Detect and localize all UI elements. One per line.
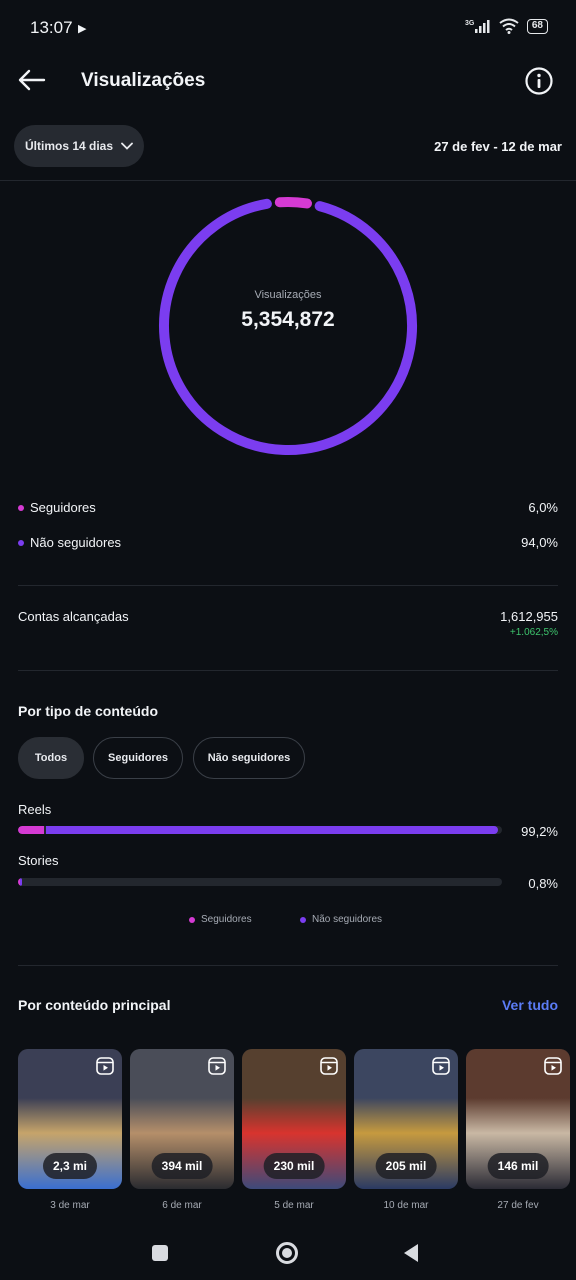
info-icon[interactable]: [524, 66, 554, 96]
chip-non-followers[interactable]: Não seguidores: [193, 737, 305, 779]
views-donut-chart: [159, 197, 417, 455]
top-content-title: Por conteúdo principal: [18, 997, 171, 1013]
top-content-thumbnail[interactable]: 146 mil: [466, 1049, 570, 1189]
divider: [18, 585, 558, 586]
reels-icon: [320, 1057, 338, 1075]
donut-label: Visualizações: [254, 289, 322, 301]
system-back-button[interactable]: [404, 1244, 418, 1262]
thumbnail-date: 10 de mar: [383, 1200, 429, 1211]
bar-legend-followers-label: Seguidores: [201, 914, 252, 925]
stories-bar-followers: [18, 878, 20, 886]
accounts-reached-value: 1,612,955: [500, 609, 558, 624]
stories-bar-non-followers: [20, 878, 22, 886]
reels-bar: [18, 826, 502, 834]
thumbnail-views: 2,3 mi: [42, 1153, 98, 1179]
non-followers-percent: 94,0%: [521, 535, 558, 550]
status-icons: 3G 68: [465, 18, 548, 34]
svg-text:3G: 3G: [465, 20, 475, 27]
chip-all[interactable]: Todos: [18, 737, 84, 779]
reels-icon: [208, 1057, 226, 1075]
legend-non-followers-label: Não seguidores: [30, 535, 122, 550]
thumbnail-views: 205 mil: [375, 1153, 437, 1179]
followers-dot: [189, 916, 195, 923]
reels-icon: [96, 1057, 114, 1075]
top-content-thumbnail[interactable]: 230 mil: [242, 1049, 346, 1189]
home-button[interactable]: [276, 1242, 298, 1264]
back-button[interactable]: [14, 62, 50, 98]
reels-bar-non-followers: [46, 826, 499, 834]
chip-followers[interactable]: Seguidores: [93, 737, 183, 779]
accounts-reached-growth: +1.062,5%: [509, 627, 558, 638]
divider: [18, 670, 558, 671]
reels-icon: [432, 1057, 450, 1075]
reels-percent: 99,2%: [521, 824, 558, 839]
divider: [0, 180, 576, 181]
top-content-thumbnail[interactable]: 205 mil: [354, 1049, 458, 1189]
non-followers-dot: [18, 539, 24, 546]
thumbnail-date: 27 de fev: [497, 1200, 539, 1211]
stories-bar: [18, 878, 502, 886]
legend-non-followers: Não seguidores: [18, 535, 121, 550]
status-time: 13:07: [30, 18, 73, 37]
total-views-value: 5,354,872: [241, 308, 335, 331]
thumbnail-date: 6 de mar: [162, 1200, 202, 1211]
battery-indicator: 68: [526, 18, 548, 34]
see-all-link[interactable]: Ver tudo: [501, 997, 558, 1013]
date-range-dropdown[interactable]: Últimos 14 dias: [14, 125, 144, 167]
stories-label: Stories: [18, 853, 59, 868]
thumbnail-views: 230 mil: [263, 1153, 325, 1179]
content-type-title: Por tipo de conteúdo: [18, 703, 158, 719]
reels-icon: [544, 1057, 562, 1075]
divider: [18, 965, 558, 966]
thumbnail-date: 5 de mar: [274, 1200, 314, 1211]
signal-icon: 3G: [465, 20, 490, 33]
top-content-thumbnail[interactable]: 394 mil: [130, 1049, 234, 1189]
play-notification-icon: ▶: [78, 23, 87, 35]
thumbnail-date: 3 de mar: [50, 1200, 90, 1211]
bar-legend-followers: Seguidores: [189, 914, 252, 925]
thumbnail-views: 146 mil: [487, 1153, 549, 1179]
accounts-reached-label: Contas alcançadas: [18, 609, 129, 624]
reels-bar-followers: [18, 826, 45, 834]
followers-dot: [18, 504, 24, 511]
top-content-thumbnail[interactable]: 2,3 mi: [18, 1049, 122, 1189]
legend-followers: Seguidores: [18, 500, 96, 515]
stories-percent: 0,8%: [528, 876, 558, 891]
page-title: Visualizações: [81, 70, 206, 91]
wifi-icon: [499, 18, 519, 34]
donut-non-followers-segment: [159, 198, 417, 455]
followers-percent: 6,0%: [528, 500, 558, 515]
date-range-text: 27 de fev - 12 de mar: [434, 139, 562, 154]
bar-legend-non-followers-label: Não seguidores: [312, 914, 383, 925]
non-followers-dot: [300, 916, 306, 923]
thumbnail-views: 394 mil: [151, 1153, 213, 1179]
donut-followers-segment: [274, 197, 312, 209]
reels-label: Reels: [18, 802, 52, 817]
date-range-dropdown-label: Últimos 14 dias: [24, 139, 114, 153]
arrow-left-icon: [18, 69, 46, 91]
recent-apps-button[interactable]: [152, 1245, 168, 1261]
chevron-down-icon: [121, 142, 133, 150]
bar-legend-non-followers: Não seguidores: [300, 914, 382, 925]
legend-followers-label: Seguidores: [30, 500, 96, 515]
